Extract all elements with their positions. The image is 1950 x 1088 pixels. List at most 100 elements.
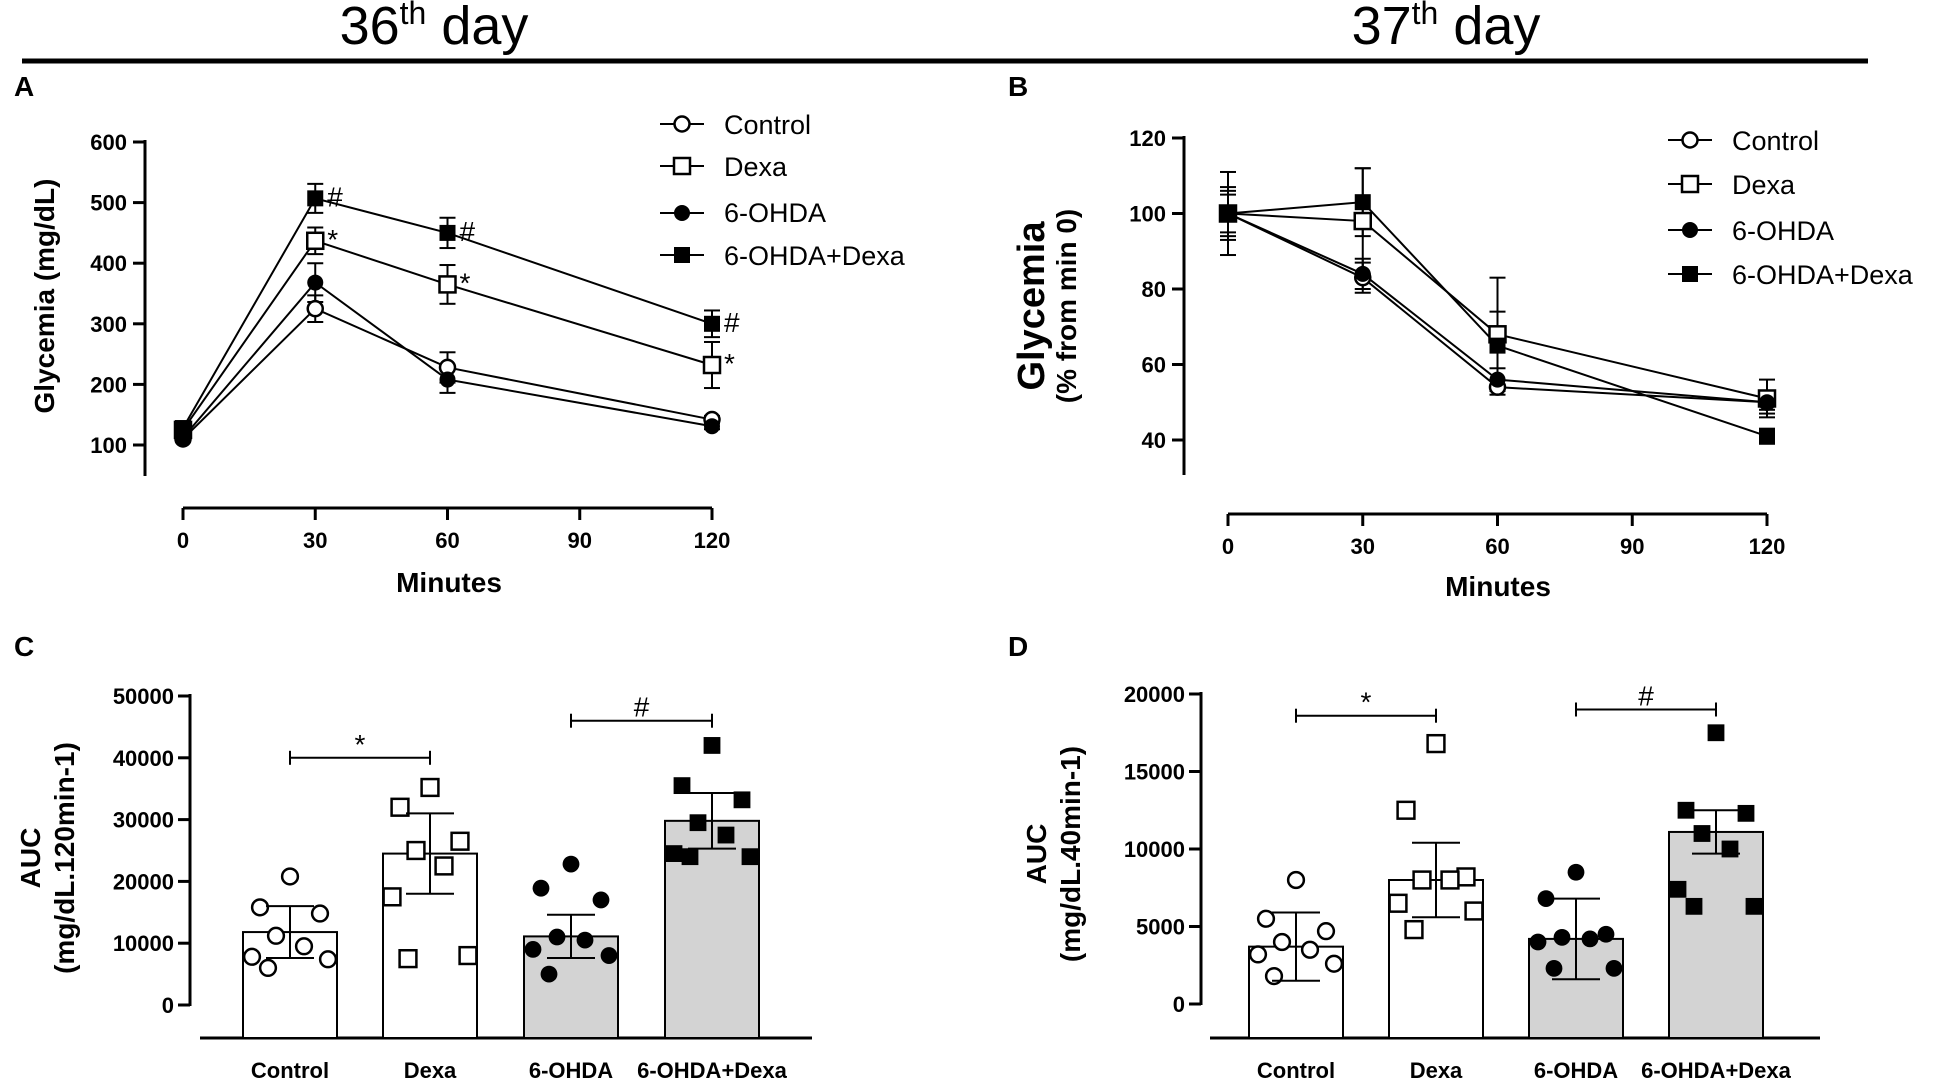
panel-b-point-6ohdadexa-60 — [1489, 337, 1506, 354]
panel-c-dot-dexa-2 — [450, 831, 470, 851]
panel-b-y-tick-label-60: 60 — [1142, 353, 1166, 378]
panel-c-dot-control-6 — [318, 950, 338, 969]
panel-a-x-tick-label-60: 60 — [435, 528, 459, 553]
panel-d-dot-6ohda-7 — [1545, 959, 1563, 977]
panel-d-sig-label-1: # — [1638, 681, 1654, 712]
panel-c-dot-6ohda-4 — [576, 931, 594, 949]
panel-d-dot-6ohda-4 — [1581, 930, 1599, 948]
panel-d-dot-6ohda-6 — [1605, 959, 1623, 977]
panel-b-x-tick-label-0: 0 — [1222, 534, 1234, 559]
panel-c-dot-6ohdadexa-5 — [665, 845, 683, 862]
panel-c-sig-label-1: # — [634, 692, 650, 723]
panel-c-dot-6ohdadexa-4 — [717, 826, 735, 844]
panel-a-y-tick-label-100: 100 — [90, 433, 127, 458]
panel-c-dot-dexa-0 — [420, 777, 440, 798]
panel-c-dot-dexa-5 — [382, 887, 402, 907]
panel-c-dot-dexa-4 — [434, 856, 454, 876]
legend-a-dexa-marker — [672, 156, 692, 176]
panel-c-dot-control-2 — [310, 904, 330, 923]
panel-b-point-6ohdadexa-120 — [1759, 428, 1775, 445]
legend-a-6ohda-label: 6-OHDA — [724, 198, 826, 228]
panel-c-dot-dexa-6 — [458, 945, 478, 966]
panel-d-dot-6ohda-3 — [1553, 928, 1571, 946]
panel-b-point-6ohdadexa-0 — [1220, 205, 1236, 222]
panel-d-category-label-control: Control — [1257, 1058, 1335, 1083]
panel-b-legend: Control Dexa 6-OHDA 6-OHDA+Dexa — [1668, 126, 1914, 290]
panel-c-dot-control-0 — [280, 867, 300, 886]
panel-c-dot-6ohdadexa-1 — [673, 777, 691, 795]
panel-d-y-tick-label-15000: 15000 — [1124, 760, 1185, 785]
panel-c-y-tick-label-30000: 30000 — [113, 808, 174, 833]
panel-a-line-dexa — [182, 239, 713, 431]
panel-c-sig-label-0: * — [355, 729, 366, 760]
panel-a-xlabel: Minutes — [396, 567, 502, 598]
panel-c-y-tick-label-50000: 50000 — [113, 684, 174, 709]
panel-a-x-tick-label-120: 120 — [694, 528, 731, 553]
panel-d-dot-6ohdadexa-4 — [1721, 840, 1739, 858]
panel-a-ylabel: Glycemia (mg/dL) — [29, 179, 60, 414]
panel-c-dot-6ohdadexa-2 — [733, 791, 751, 809]
panel-c-category-label-6ohda: 6-OHDA — [529, 1058, 613, 1083]
panel-d-dot-6ohdadexa-5 — [1669, 880, 1687, 898]
panel-a-line-6ohdadexa — [182, 197, 713, 429]
panel-d-dot-6ohdadexa-6 — [1745, 897, 1763, 915]
panel-a-x-tick-label-30: 30 — [303, 528, 327, 553]
panel-d-y-tick-label-10000: 10000 — [1124, 837, 1185, 862]
panel-a-annotation-6ohdadexa-60: # — [460, 216, 476, 247]
panel-d-dot-dexa-1 — [1396, 800, 1416, 820]
panel-c-y-tick-label-10000: 10000 — [113, 931, 174, 956]
panel-c-dot-dexa-7 — [398, 949, 418, 969]
panel-c-ylabel-unit: (mg/dL.120min-1) — [49, 742, 80, 974]
panel-b-line-control — [1227, 212, 1768, 404]
panel-d-bar-chart: 0 5000 10000 15000 20000 Control Dexa 6-OHDA 6-O… — [1124, 681, 1820, 1083]
panel-a-annotation-dexa-120: * — [724, 348, 735, 379]
panel-d-dot-control-6 — [1324, 954, 1344, 973]
panel-c-dot-control-5 — [242, 947, 262, 966]
panel-a-point-6ohda-30 — [307, 274, 324, 291]
panel-letter-d: D — [1008, 631, 1028, 662]
panel-c-dot-6ohda-2 — [592, 891, 610, 909]
panel-b-point-6ohdadexa-30 — [1354, 194, 1371, 211]
panel-a-point-6ohda-120 — [704, 418, 720, 435]
panel-b-ylabel: Glycemia — [1011, 221, 1053, 391]
legend-b-dexa-marker — [1680, 174, 1700, 194]
panel-a-x-tick-label-90: 90 — [568, 528, 592, 553]
legend-a-6ohdadexa-marker — [674, 247, 690, 263]
panel-a-line-control — [182, 307, 713, 440]
panel-c-dot-6ohda-5 — [524, 940, 542, 958]
panel-a-point-dexa-60 — [438, 275, 457, 294]
panel-a-line-6ohda — [182, 281, 713, 439]
panel-d-dot-6ohdadexa-1 — [1677, 801, 1695, 819]
panel-b-line-dexa — [1227, 212, 1768, 400]
panel-c-y-tick-label-20000: 20000 — [113, 869, 174, 894]
panel-d-y-tick-label-5000: 5000 — [1136, 915, 1185, 940]
panel-c-dot-control-3 — [266, 926, 286, 945]
panel-a-annotation-dexa-30: * — [327, 224, 338, 255]
legend-b-dexa-label: Dexa — [1732, 170, 1796, 200]
panel-d-category-label-6ohdadexa: 6-OHDA+Dexa — [1641, 1058, 1792, 1083]
panel-b-x-tick-label-60: 60 — [1485, 534, 1509, 559]
panel-c-dot-6ohdadexa-7 — [681, 848, 699, 866]
panel-d-dot-6ohda-1 — [1537, 890, 1555, 907]
panel-d-dot-6ohda-0 — [1567, 863, 1585, 881]
panel-d-dot-dexa-0 — [1426, 733, 1446, 754]
panel-d-dot-control-4 — [1300, 940, 1320, 959]
legend-a-control-label: Control — [724, 110, 811, 140]
panel-c-dot-dexa-3 — [406, 840, 426, 861]
panel-d-dot-dexa-4 — [1440, 870, 1460, 890]
panel-c-y-tick-label-0: 0 — [162, 993, 174, 1018]
panel-d-dot-dexa-5 — [1388, 893, 1408, 913]
panel-c-dot-6ohda-1 — [532, 879, 550, 897]
panel-c-dot-6ohda-0 — [562, 855, 580, 873]
panel-b-line-chart: 40 60 80 100 120 0 30 60 90 120 — [1129, 126, 1785, 559]
panel-a-point-6ohdadexa-60 — [439, 224, 456, 241]
panel-c-category-label-control: Control — [251, 1058, 329, 1083]
panel-a-y-tick-label-600: 600 — [90, 130, 127, 155]
panel-b-line-6ohdadexa — [1227, 201, 1768, 438]
panel-c-dot-6ohdadexa-3 — [689, 814, 707, 832]
panel-d-dot-dexa-3 — [1412, 870, 1432, 890]
panel-a-annotation-6ohdadexa-120: # — [724, 307, 740, 338]
panel-b-y-tick-label-100: 100 — [1129, 202, 1166, 227]
panel-b-point-6ohda-30 — [1354, 265, 1371, 282]
